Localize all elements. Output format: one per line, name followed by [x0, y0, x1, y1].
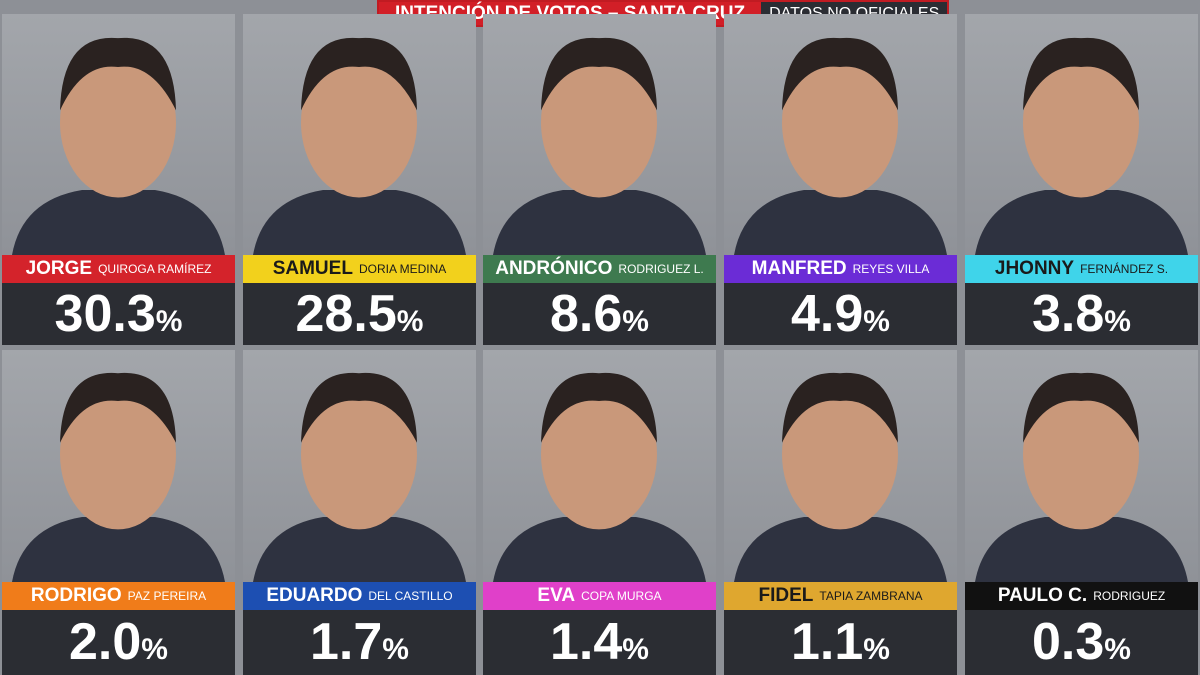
name-bar: EDUARDO DEL CASTILLO	[243, 582, 476, 610]
last-name: RODRIGUEZ	[1093, 589, 1166, 603]
candidate-card: JHONNY FERNÁNDEZ S. 3.8%	[965, 14, 1198, 345]
percent-box: 4.9%	[724, 283, 957, 345]
percent-sign: %	[1104, 633, 1131, 666]
first-name: FIDEL	[758, 585, 814, 606]
portrait	[734, 37, 947, 255]
percent-value: 1.7	[310, 613, 383, 671]
last-name: TAPIA ZAMBRANA	[819, 589, 923, 603]
candidate-card: EVA COPA MURGA 1.4%	[483, 350, 716, 675]
candidate-photo	[243, 14, 476, 255]
name-bar: FIDEL TAPIA ZAMBRANA	[724, 582, 957, 610]
portrait	[734, 372, 947, 582]
name-bar: JORGE QUIROGA RAMÍREZ	[2, 255, 235, 283]
percent-value: 30.3	[54, 285, 156, 343]
percent-value: 8.6	[550, 285, 623, 343]
portrait	[253, 372, 466, 582]
percent-box: 1.7%	[243, 610, 476, 675]
candidate-card: EDUARDO DEL CASTILLO 1.7%	[243, 350, 476, 675]
name-bar: JHONNY FERNÁNDEZ S.	[965, 255, 1198, 283]
portrait	[975, 37, 1188, 255]
last-name: PAZ PEREIRA	[127, 589, 207, 603]
candidate-photo	[724, 350, 957, 582]
percent-box: 0.3%	[965, 610, 1198, 675]
candidate-photo	[2, 350, 235, 582]
last-name: DEL CASTILLO	[368, 589, 453, 603]
last-name: QUIROGA RAMÍREZ	[98, 262, 212, 276]
portrait	[12, 372, 225, 582]
candidate-photo	[724, 14, 957, 255]
first-name: EDUARDO	[266, 585, 363, 606]
first-name: JORGE	[25, 258, 93, 279]
candidate-photo	[965, 350, 1198, 582]
first-name: RODRIGO	[30, 585, 122, 606]
last-name: COPA MURGA	[581, 589, 662, 603]
percent-sign: %	[863, 305, 890, 338]
portrait	[12, 37, 225, 255]
candidate-card: MANFRED REYES VILLA 4.9%	[724, 14, 957, 345]
candidate-card: PAULO C. RODRIGUEZ 0.3%	[965, 350, 1198, 675]
percent-value: 3.8	[1032, 285, 1105, 343]
percent-box: 1.1%	[724, 610, 957, 675]
percent-value: 4.9	[791, 285, 864, 343]
candidate-photo	[483, 350, 716, 582]
percent-box: 8.6%	[483, 283, 716, 345]
percent-sign: %	[863, 633, 890, 666]
candidate-card: ANDRÓNICO RODRIGUEZ L. 8.6%	[483, 14, 716, 345]
percent-value: 0.3	[1032, 613, 1105, 671]
candidate-photo	[483, 14, 716, 255]
name-bar: PAULO C. RODRIGUEZ	[965, 582, 1198, 610]
name-bar: MANFRED REYES VILLA	[724, 255, 957, 283]
percent-box: 30.3%	[2, 283, 235, 345]
name-bar: SAMUEL DORIA MEDINA	[243, 255, 476, 283]
percent-box: 2.0%	[2, 610, 235, 675]
first-name: PAULO C.	[997, 585, 1088, 606]
first-name: MANFRED	[751, 258, 847, 279]
first-name: ANDRÓNICO	[495, 258, 613, 279]
first-name: SAMUEL	[272, 258, 353, 279]
last-name: RODRIGUEZ L.	[618, 262, 704, 276]
candidate-photo	[2, 14, 235, 255]
percent-box: 1.4%	[483, 610, 716, 675]
first-name: JHONNY	[994, 258, 1075, 279]
name-bar: RODRIGO PAZ PEREIRA	[2, 582, 235, 610]
portrait	[975, 372, 1188, 582]
candidate-photo	[965, 14, 1198, 255]
percent-sign: %	[382, 633, 409, 666]
candidate-card: FIDEL TAPIA ZAMBRANA 1.1%	[724, 350, 957, 675]
candidate-card: RODRIGO PAZ PEREIRA 2.0%	[2, 350, 235, 675]
percent-sign: %	[396, 305, 424, 338]
percent-value: 28.5	[295, 285, 397, 343]
percent-sign: %	[141, 633, 168, 666]
percent-box: 3.8%	[965, 283, 1198, 345]
percent-sign: %	[1104, 305, 1131, 338]
percent-sign: %	[155, 305, 183, 338]
portrait	[253, 37, 466, 255]
last-name: FERNÁNDEZ S.	[1080, 262, 1169, 276]
percent-value: 1.1	[791, 613, 864, 671]
percent-value: 2.0	[69, 613, 142, 671]
percent-sign: %	[622, 633, 649, 666]
percent-sign: %	[622, 305, 649, 338]
name-bar: EVA COPA MURGA	[483, 582, 716, 610]
portrait	[493, 37, 706, 255]
percent-value: 1.4	[550, 613, 623, 671]
candidate-card: SAMUEL DORIA MEDINA 28.5%	[243, 14, 476, 345]
last-name: REYES VILLA	[852, 262, 930, 276]
percent-box: 28.5%	[243, 283, 476, 345]
candidate-card: JORGE QUIROGA RAMÍREZ 30.3%	[2, 14, 235, 345]
last-name: DORIA MEDINA	[358, 262, 447, 276]
portrait	[493, 372, 706, 582]
name-bar: ANDRÓNICO RODRIGUEZ L.	[483, 255, 716, 283]
first-name: EVA	[537, 585, 576, 606]
candidate-photo	[243, 350, 476, 582]
